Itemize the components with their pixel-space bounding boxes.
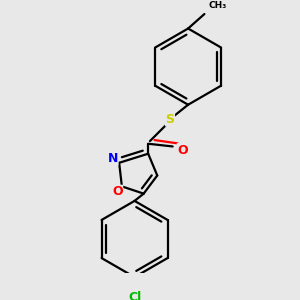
Text: O: O xyxy=(177,144,188,157)
Text: S: S xyxy=(166,113,175,126)
Text: Cl: Cl xyxy=(128,291,141,300)
Text: O: O xyxy=(112,185,123,198)
Text: CH₃: CH₃ xyxy=(209,2,227,10)
Text: N: N xyxy=(108,152,118,165)
